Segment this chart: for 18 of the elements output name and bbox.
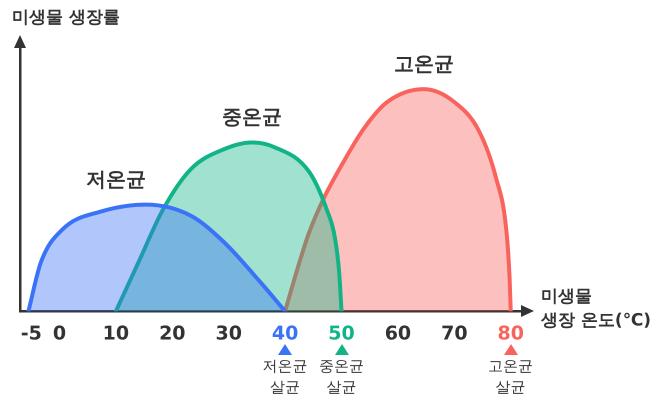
x-tick-label: -5 <box>20 322 42 345</box>
x-tick-label: 60 <box>384 322 412 345</box>
x-tick-label: 40 <box>272 322 298 345</box>
x-tick-label: 20 <box>159 322 186 345</box>
x-tick-label: 70 <box>441 322 468 345</box>
text: 고온균 살균 <box>488 357 534 396</box>
y-axis-title: 미생물 생장률 <box>12 7 120 28</box>
series-label: 고온균 <box>394 51 454 76</box>
text: 저온균 살균 <box>262 357 308 396</box>
text: 중온균 살균 <box>319 357 364 396</box>
series-label: 중온균 <box>222 104 282 129</box>
x-tick-label: 10 <box>102 322 130 345</box>
x-tick-label: 50 <box>328 322 355 345</box>
x-tick-label: 0 <box>52 322 66 345</box>
series-label: 저온균 <box>86 166 146 191</box>
x-tick-label: 30 <box>215 322 242 345</box>
x-tick-label: 80 <box>497 322 524 345</box>
x-axis-title: 미생물 생장 온도(℃) <box>540 286 652 331</box>
